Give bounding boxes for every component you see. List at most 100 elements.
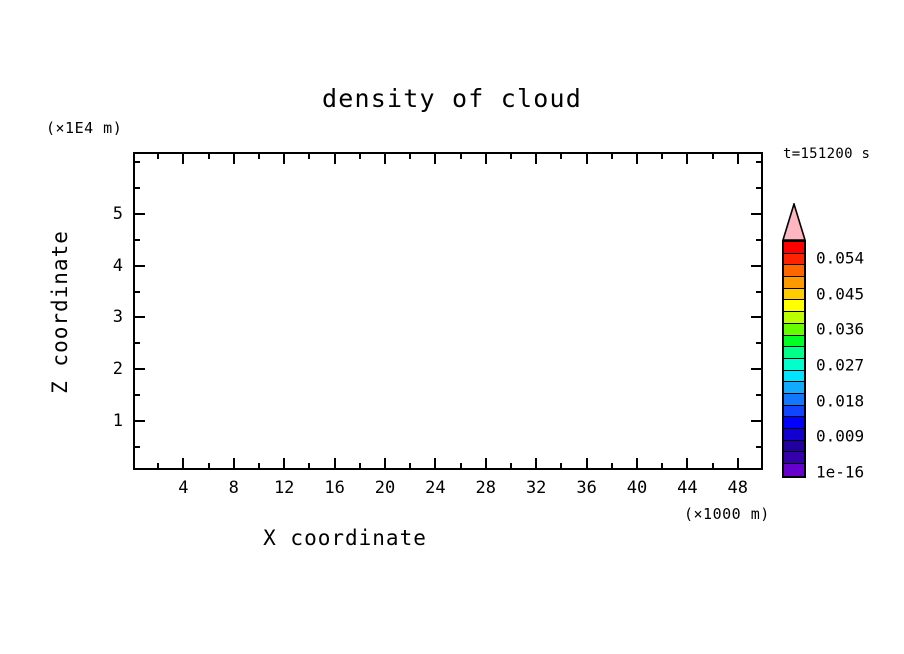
- y-minor-tick-mark: [133, 394, 140, 397]
- colorbar-tick-label: 0.036: [816, 319, 865, 339]
- y-minor-tick-mark: [133, 342, 140, 345]
- x-tick-label: 12: [273, 478, 295, 498]
- colorbar-band: [784, 265, 804, 278]
- x-minor-tick-mark: [711, 463, 714, 470]
- x-tick-label: 40: [626, 478, 648, 498]
- y-tick-mark: [133, 368, 145, 371]
- y-tick-mark: [751, 316, 763, 319]
- colorbar-band: [784, 429, 804, 441]
- x-minor-tick-mark: [459, 152, 462, 159]
- y-minor-tick-mark: [756, 445, 763, 448]
- x-minor-tick-mark: [510, 152, 512, 159]
- x-tick-label: 20: [374, 478, 396, 498]
- y-tick-label: 3: [112, 307, 123, 328]
- y-tick-label: 4: [112, 255, 123, 276]
- x-tick-mark: [434, 458, 437, 470]
- y-minor-tick-mark: [756, 238, 763, 241]
- colorbar-tick-label: 0.054: [816, 248, 865, 268]
- x-tick-mark: [283, 152, 286, 164]
- y-tick-mark: [751, 368, 763, 371]
- x-minor-tick-mark: [610, 152, 613, 159]
- x-tick-mark: [333, 152, 336, 164]
- colorbar-band: [784, 277, 804, 289]
- y-axis-unit-label: (×1E4 m): [46, 119, 123, 137]
- y-minor-tick-mark: [133, 238, 140, 241]
- colorbar-band: [784, 242, 804, 254]
- x-minor-tick-mark: [409, 152, 412, 159]
- x-minor-tick-mark: [157, 152, 160, 159]
- colorbar-tick-label: 0.045: [816, 284, 865, 304]
- x-minor-tick-mark: [711, 152, 714, 159]
- y-minor-tick-mark: [133, 445, 140, 448]
- colorbar[interactable]: [782, 240, 806, 478]
- x-tick-mark: [484, 458, 487, 470]
- x-tick-label: 24: [425, 478, 446, 498]
- x-tick-mark: [585, 152, 588, 164]
- y-tick-label: 5: [112, 204, 123, 225]
- colorbar-band: [784, 417, 804, 429]
- x-tick-mark: [232, 458, 235, 470]
- x-tick-label: 16: [324, 478, 345, 498]
- y-tick-label: 1: [112, 410, 123, 431]
- y-tick-mark: [133, 264, 145, 267]
- x-tick-mark: [535, 152, 538, 164]
- colorbar-band: [784, 358, 804, 371]
- x-tick-mark: [484, 152, 487, 164]
- colorbar-band: [784, 288, 804, 301]
- y-minor-tick-mark: [756, 161, 763, 164]
- x-minor-tick-mark: [358, 463, 361, 470]
- y-tick-label: 2: [112, 359, 123, 380]
- colorbar-arrow-cap: [782, 203, 806, 241]
- plot-frame: [133, 152, 763, 470]
- x-tick-label: 44: [677, 478, 698, 498]
- x-axis-title: X coordinate: [263, 526, 427, 550]
- y-tick-mark: [133, 419, 145, 422]
- x-tick-mark: [283, 458, 286, 470]
- x-minor-tick-mark: [661, 152, 664, 159]
- x-minor-tick-mark: [510, 463, 512, 470]
- x-tick-mark: [535, 458, 538, 470]
- x-minor-tick-mark: [207, 152, 210, 159]
- colorbar-band: [784, 335, 804, 348]
- x-tick-mark: [182, 152, 185, 164]
- x-tick-label: 32: [525, 478, 547, 498]
- colorbar-band: [784, 464, 804, 476]
- y-tick-mark: [751, 419, 763, 422]
- y-tick-mark: [133, 316, 145, 319]
- colorbar-band: [784, 393, 804, 406]
- colorbar-tick-label: 0.018: [816, 391, 865, 411]
- colorbar-tick-label: 0.027: [816, 355, 865, 375]
- x-tick-mark: [333, 458, 336, 470]
- colorbar-band: [784, 405, 804, 418]
- x-minor-tick-mark: [661, 463, 664, 470]
- colorbar-band: [784, 312, 804, 324]
- y-tick-mark: [751, 213, 763, 216]
- x-tick-mark: [736, 458, 739, 470]
- colorbar-band: [784, 382, 804, 394]
- x-tick-label: 48: [727, 478, 749, 498]
- y-tick-mark: [751, 264, 763, 267]
- x-tick-mark: [686, 458, 689, 470]
- x-minor-tick-mark: [610, 463, 613, 470]
- x-tick-mark: [585, 458, 588, 470]
- colorbar-band: [784, 370, 804, 383]
- colorbar-band: [784, 347, 804, 359]
- colorbar-band: [784, 300, 804, 313]
- colorbar-tick-label: 1e-16: [816, 462, 865, 482]
- y-tick-mark: [133, 213, 145, 216]
- x-minor-tick-mark: [308, 463, 311, 470]
- y-minor-tick-mark: [756, 187, 763, 190]
- x-tick-mark: [384, 458, 386, 470]
- x-tick-mark: [636, 152, 638, 164]
- y-minor-tick-mark: [133, 187, 140, 190]
- x-tick-mark: [736, 152, 739, 164]
- x-tick-label: 36: [576, 478, 597, 498]
- x-minor-tick-mark: [358, 152, 361, 159]
- colorbar-tick-label: 0.009: [816, 426, 865, 446]
- x-tick-mark: [182, 458, 185, 470]
- x-minor-tick-mark: [258, 152, 260, 159]
- x-tick-mark: [434, 152, 437, 164]
- y-minor-tick-mark: [133, 290, 140, 293]
- page-title: density of cloud: [321, 84, 583, 113]
